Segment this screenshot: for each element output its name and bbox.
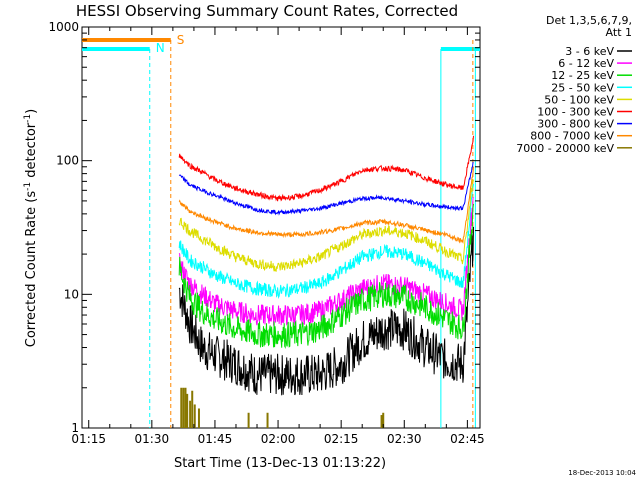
legend-header-line-2: Att 1: [606, 26, 632, 39]
series-line: [178, 226, 474, 396]
footer-timestamp: 18-Dec-2013 10:04: [568, 469, 636, 477]
legend-label: 100 - 300 keV: [537, 106, 614, 119]
legend-header-line-1: Det 1,3,5,6,7,9,: [546, 14, 632, 27]
legend-label: 800 - 7000 keV: [530, 130, 614, 143]
legend-label: 12 - 25 keV: [551, 69, 614, 82]
series-line: [178, 179, 474, 272]
chart-title: HESSI Observing Summary Count Rates, Cor…: [76, 2, 458, 20]
x-tick-label: 01:30: [135, 432, 170, 446]
x-tick-label: 02:00: [261, 432, 296, 446]
y-tick-label: 100: [56, 154, 79, 168]
series-line: [178, 203, 474, 350]
legend-label: 50 - 100 keV: [544, 93, 614, 106]
x-tick-label: 02:45: [450, 432, 485, 446]
x-tick-label: 01:15: [71, 432, 106, 446]
legend-label: 7000 - 20000 keV: [516, 142, 614, 155]
x-axis-label: Start Time (13-Dec-13 01:13:22): [174, 456, 386, 471]
series-line: [178, 183, 474, 300]
y-tick-label: 10: [64, 287, 79, 301]
series-line: [178, 135, 474, 202]
axis-ticks: 01:15 01:30 01:45 02:00 02:15 02:30 02:45 1 10 10…: [48, 20, 484, 446]
y-tick-label: 1000: [48, 20, 79, 34]
attenuator-bands: NS: [82, 33, 480, 428]
legend-label: 6 - 12 keV: [558, 57, 614, 70]
y-axis-label-main: Corrected Count Rate (s: [24, 191, 39, 348]
series-line: [178, 166, 474, 244]
x-tick-label: 02:30: [387, 432, 422, 446]
y-axis-label-end: ): [24, 109, 39, 114]
y-tick-label: 1: [71, 421, 79, 435]
legend-label: 3 - 6 keV: [565, 45, 614, 58]
series-line: [178, 196, 474, 326]
y-axis-label-mid: detector: [24, 122, 39, 182]
legend-label: 25 - 50 keV: [551, 81, 614, 94]
plot-frame: [81, 26, 481, 429]
y-axis-label-sup2: -1: [23, 114, 33, 123]
n-marker-label: N: [156, 41, 165, 55]
s-marker-label: S: [177, 33, 185, 47]
x-tick-label: 02:15: [324, 432, 359, 446]
legend-label: 300 - 800 keV: [537, 118, 614, 131]
y-axis-label-sup1: -1: [23, 182, 33, 191]
series-layer: [178, 135, 474, 428]
y-axis-label: Corrected Count Rate (s-1 detector-1): [23, 109, 39, 347]
series-line: [178, 161, 474, 216]
x-tick-label: 01:45: [198, 432, 233, 446]
